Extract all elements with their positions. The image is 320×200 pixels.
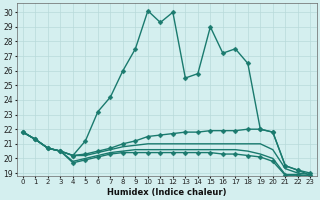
X-axis label: Humidex (Indice chaleur): Humidex (Indice chaleur)	[107, 188, 226, 197]
